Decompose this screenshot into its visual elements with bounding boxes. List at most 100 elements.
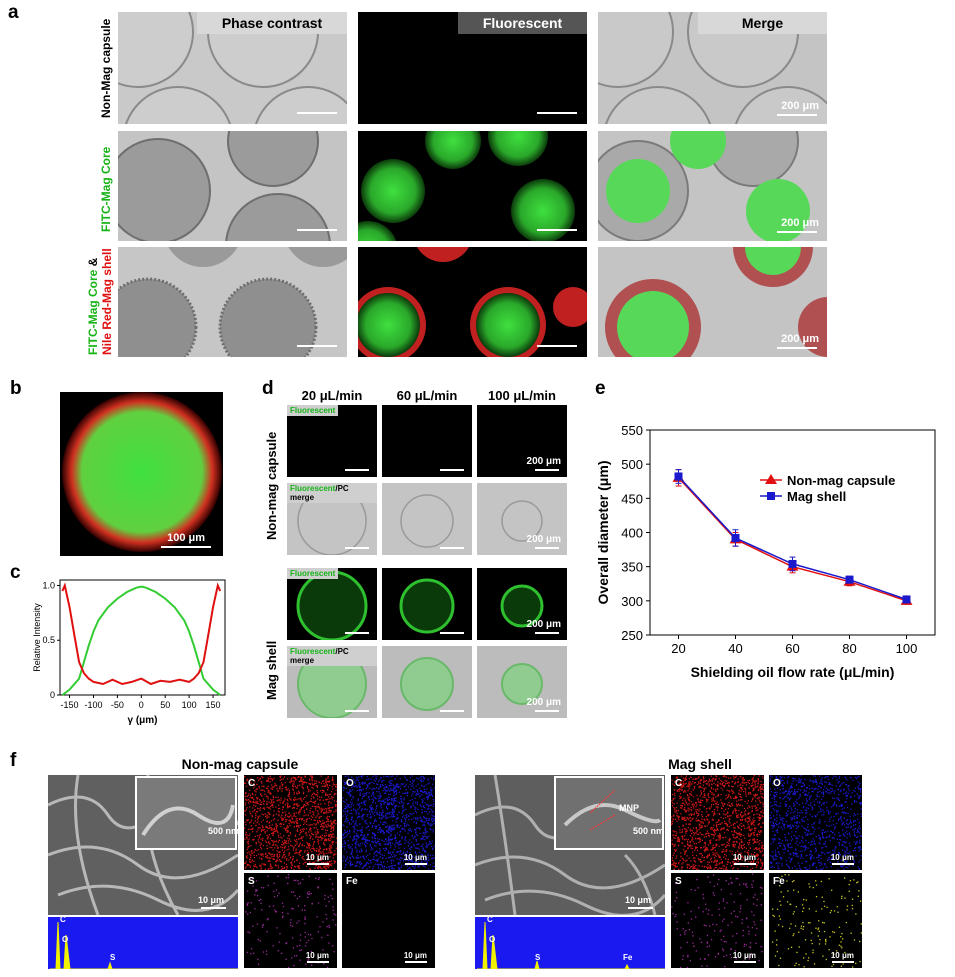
scale-bar [734, 863, 756, 865]
y-tick-label: 300 [621, 594, 643, 609]
f-right-sem: MNP 500 nm 10 μm [475, 775, 665, 915]
mnp-label: MNP [619, 803, 639, 813]
scale-label: 10 μm [830, 853, 854, 862]
eds-peak-c: C [487, 917, 493, 924]
scale-bar [297, 345, 337, 347]
scale-bar [777, 114, 817, 116]
tag-merge: Fluorescent/PC merge [287, 646, 377, 666]
panel-label-d: d [262, 378, 274, 399]
tag-merge-fluor: Fluorescent [290, 484, 336, 493]
eds-map-fe: Fe 10 μm [769, 873, 862, 968]
d-col-100: 100 μL/min [488, 388, 556, 403]
row-label-amp: & [86, 257, 100, 270]
panel-label-c: c [10, 562, 21, 583]
d-row-non-mag: Non-mag capsule [264, 431, 279, 540]
y-axis-label: Overall diameter (μm) [595, 461, 611, 605]
y-tick-label: 250 [621, 628, 643, 643]
eds-peak-s: S [110, 953, 116, 962]
d-tile [382, 405, 472, 477]
scale-bar [440, 710, 464, 712]
scale-bar [537, 229, 577, 231]
scale-label: 100 μm [167, 532, 205, 544]
scale-bar [832, 961, 854, 963]
inset-scale: 500 nm [208, 826, 238, 836]
panel-label-a: a [8, 2, 19, 23]
data-point [674, 472, 683, 481]
x-tick-label: 60 [785, 641, 799, 656]
d-tile: 200 μm [477, 405, 567, 477]
scale-bar [307, 863, 329, 865]
tag-merge-fluor: Fluorescent [290, 647, 336, 656]
scale-label: 10 μm [197, 895, 224, 905]
scale-label: 10 μm [403, 951, 427, 960]
eds-peak-fe: Fe [623, 953, 633, 962]
a-r3-phase [118, 247, 347, 357]
eds-map-s: S 10 μm [671, 873, 764, 968]
scale-label: 10 μm [732, 951, 756, 960]
map-element-label: S [675, 876, 682, 887]
y-tick-label: 0.5 [42, 635, 55, 645]
row-label-non-mag: Non-Mag capsule [99, 18, 113, 118]
plot-frame [649, 429, 936, 636]
d-tile: 200 μm [477, 646, 567, 718]
tag-merge-pc: /PC merge [290, 647, 349, 665]
eds-map-c: C 10 μm [671, 775, 764, 870]
scale-bar [734, 961, 756, 963]
scale-label: 200 μm [781, 100, 819, 112]
eds-map-s: S 10 μm [244, 873, 337, 968]
scale-label: 200 μm [526, 619, 561, 630]
col-header-merge: Merge [698, 12, 827, 34]
scale-label: 200 μm [526, 534, 561, 545]
scale-label: 10 μm [830, 951, 854, 960]
scale-bar [201, 907, 226, 909]
map-element-label: Fe [773, 876, 785, 887]
scale-bar [440, 547, 464, 549]
legend-label: Mag shell [787, 489, 846, 504]
d-tile [382, 483, 472, 555]
eds-map-o: O 10 μm [342, 775, 435, 870]
x-tick-label: 100 [182, 700, 197, 710]
chart-e: 250 300 350 400 450 500 550 20 40 60 80 100 Non-mag … [595, 423, 936, 680]
scale-bar [405, 961, 427, 963]
scale-bar [832, 863, 854, 865]
scale-label: 10 μm [305, 951, 329, 960]
d-tile: Fluorescent/PC merge [287, 483, 377, 555]
scale-label: 10 μm [624, 895, 651, 905]
tag-merge: Fluorescent/PC merge [287, 483, 377, 503]
x-tick-label: 150 [206, 700, 221, 710]
y-tick-label: 500 [621, 457, 643, 472]
d-tile: 200 μm [477, 568, 567, 640]
scale-bar [345, 710, 369, 712]
scale-bar [161, 546, 211, 548]
d-tile [382, 568, 472, 640]
x-axis-label: Shielding oil flow rate (μL/min) [691, 664, 895, 680]
scale-bar [297, 229, 337, 231]
d-tile: 200 μm [477, 483, 567, 555]
a-r2-phase [118, 131, 347, 241]
y-tick-label: 350 [621, 560, 643, 575]
scale-label: 10 μm [305, 853, 329, 862]
scale-label: 200 μm [781, 217, 819, 229]
scale-bar [535, 632, 559, 634]
scale-bar [537, 112, 577, 114]
data-point [731, 533, 740, 542]
d-col-60: 60 μL/min [396, 388, 458, 403]
scale-label: 200 μm [526, 697, 561, 708]
y-tick-label: 400 [621, 526, 643, 541]
scale-label: 10 μm [732, 853, 756, 862]
f-left-title: Non-mag capsule [181, 756, 299, 772]
data-point [845, 575, 854, 584]
d-tile: Fluorescent [287, 568, 377, 640]
a-r1-phase: Phase contrast [118, 12, 347, 124]
panel-label-f: f [10, 750, 17, 771]
row-label-fitc-nile: FITC-Mag Core & Nile Red-Mag shell [86, 248, 114, 355]
col-header-phase: Phase contrast [197, 12, 347, 34]
data-point [902, 595, 911, 604]
x-tick-label: 0 [139, 700, 144, 710]
scale-bar [345, 469, 369, 471]
scale-bar [777, 231, 817, 233]
x-tick-label: 80 [842, 641, 856, 656]
scale-bar [535, 469, 559, 471]
d-col-20: 20 μL/min [301, 388, 363, 403]
x-tick-label: -50 [111, 700, 124, 710]
